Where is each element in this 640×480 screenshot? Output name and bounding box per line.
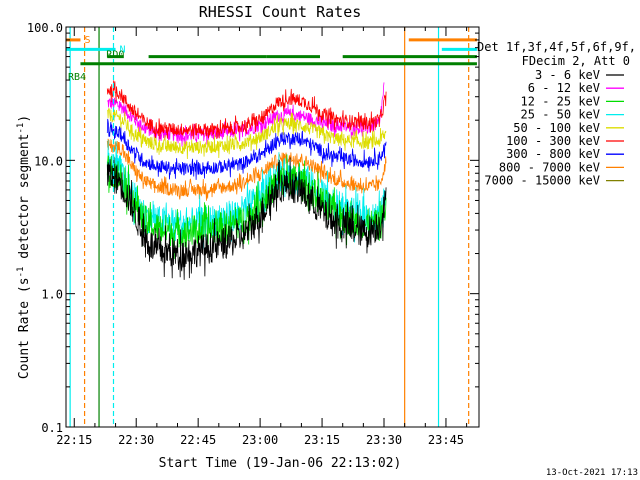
y-tick-label: 100.0: [27, 21, 63, 35]
series-line-800-7000-kev: [106, 138, 387, 201]
x-tick-label: 23:15: [304, 433, 340, 447]
annotation-label-rb4: RB4: [68, 72, 86, 83]
annotation-label-s: S: [84, 35, 90, 46]
legend-label-50-100-kev: 50 - 100 keV: [513, 121, 600, 135]
legend: Det 1f,3f,4f,5f,6f,9f, FDecim 2, Att 0 3…: [477, 40, 636, 188]
legend-label-12-25-kev: 12 - 25 keV: [521, 94, 600, 108]
footer-timestamp: 13-Oct-2021 17:13: [546, 468, 638, 478]
y-axis: 100.0 10.0 1.0 0.1: [27, 21, 479, 435]
series-line-100-300-kev: [106, 80, 387, 140]
data-layer: [106, 80, 387, 280]
series-line-6-12-kev: [107, 82, 385, 147]
series-line-3-6-kev: [106, 156, 387, 280]
series-line-50-100-kev: [107, 107, 387, 160]
y-tick-label: 10.0: [34, 154, 63, 168]
y-axis-label-mid: detector segment: [17, 134, 32, 267]
y-tick-label: 1.0: [41, 288, 63, 302]
x-tick-label: 22:30: [118, 433, 154, 447]
series-line-300-800-kev: [106, 118, 387, 180]
y-axis-label-sup1: -1: [16, 267, 26, 278]
y-axis-label-end: ): [17, 115, 32, 123]
legend-label-25-50-kev: 25 - 50 keV: [521, 108, 600, 122]
x-tick-label: 23:45: [428, 433, 464, 447]
x-tick-label: 22:45: [180, 433, 216, 447]
y-axis-label-sup2: -1: [16, 123, 26, 134]
x-axis: 22:15 22:30 22:45 23:00 23:15 23:30 23:45: [56, 27, 468, 447]
y-axis-label-main: Count Rate (s: [17, 277, 32, 379]
x-tick-label: 23:30: [366, 433, 402, 447]
legend-label-6-12-kev: 6 - 12 keV: [528, 81, 600, 95]
y-tick-label: 0.1: [41, 421, 63, 435]
annotation-label-rd0: RD0: [106, 50, 124, 61]
x-tick-label: 22:15: [56, 433, 92, 447]
annotation-label-n: N: [120, 44, 126, 55]
legend-label-300-800-kev: 300 - 800 keV: [506, 147, 600, 161]
chart-title: RHESSI Count Rates: [199, 3, 362, 21]
legend-header-line-1: Det 1f,3f,4f,5f,6f,9f,: [477, 40, 636, 54]
series-line-12-25-kev: [106, 154, 387, 259]
legend-header-line-2: FDecim 2, Att 0: [522, 54, 630, 68]
legend-label-7000-15000-kev: 7000 - 15000 keV: [484, 174, 600, 188]
legend-label-3-6-kev: 3 - 6 keV: [535, 68, 600, 82]
y-axis-label: Count Rate (s-1 detector segment-1): [16, 115, 32, 379]
plot-frame: [65, 26, 480, 428]
legend-label-800-7000-kev: 800 - 7000 keV: [499, 160, 600, 174]
legend-label-100-300-kev: 100 - 300 keV: [506, 134, 600, 148]
x-axis-label: Start Time (19-Jan-06 22:13:02): [159, 456, 402, 471]
x-tick-label: 23:00: [242, 433, 278, 447]
